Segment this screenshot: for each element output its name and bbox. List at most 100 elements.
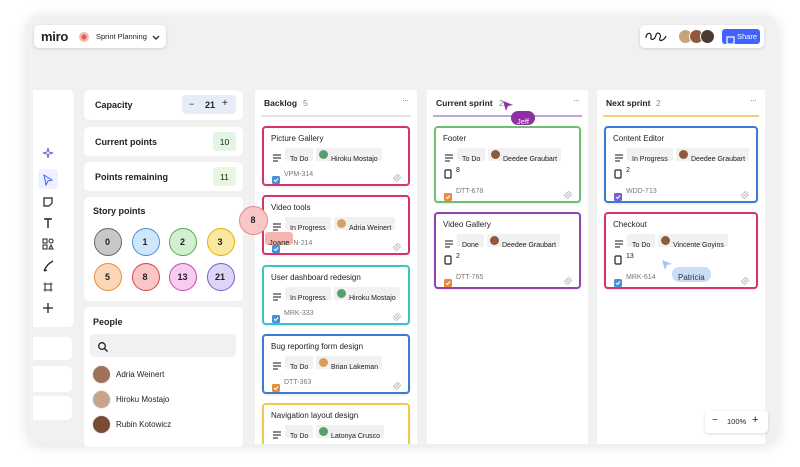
desc-icon — [444, 150, 454, 168]
icon-part — [43, 260, 54, 272]
status-pill: To Do — [285, 355, 314, 371]
icon-part — [392, 312, 402, 321]
cursor-name: Joane — [269, 238, 290, 247]
icon-part — [444, 193, 452, 201]
tool-icon[interactable] — [42, 237, 54, 255]
card[interactable]: Content Editor In Progress Deedee Graubart… — [604, 126, 758, 203]
column-menu[interactable]: ··· — [750, 95, 757, 105]
card[interactable]: User dashboard redesign In Progress Hiroku… — [262, 264, 410, 327]
tool-icon[interactable] — [42, 146, 54, 164]
status-pill: Done — [457, 234, 484, 249]
drag-icon — [392, 309, 402, 327]
ticket-icon — [614, 274, 622, 292]
card[interactable]: Video Gallery Done Deedee Graubart 2 DTT-765 — [434, 212, 581, 289]
metric-label: Points remaining — [95, 172, 169, 182]
card[interactable]: Navigation layout design To Do Latonya Cru… — [262, 403, 410, 444]
status-pill: To Do — [285, 148, 314, 163]
card[interactable]: Video tools In Progress Adria Weinert VPN-2… — [262, 195, 410, 258]
story-point[interactable]: 2 — [169, 228, 197, 256]
icon-part — [273, 223, 281, 231]
status-pill: In Progress — [627, 148, 673, 163]
assignee: Hiroku Mostajo — [349, 294, 396, 302]
metric-value: 11 — [220, 172, 229, 182]
capacity-plus[interactable]: + — [222, 98, 228, 109]
status: To Do — [290, 433, 309, 441]
search — [90, 334, 236, 357]
tool-icon[interactable] — [42, 301, 54, 319]
icon-part — [272, 314, 280, 323]
assignee-pill: Hiroku Mostajo — [334, 286, 400, 302]
drag-icon — [392, 378, 402, 396]
icon-part — [273, 223, 281, 231]
icon-part — [273, 316, 279, 321]
collab-bar: Share — [640, 25, 764, 48]
tool-icon[interactable] — [42, 280, 54, 298]
icon-part — [273, 178, 279, 183]
status: In Progress — [290, 294, 326, 302]
icon-part — [662, 260, 672, 270]
story-point-value: 8 — [142, 272, 148, 282]
icon-part — [273, 362, 281, 370]
icon-part — [42, 238, 54, 250]
tool-icon[interactable] — [42, 195, 54, 213]
card[interactable]: Footer To Do Deedee Graubart 8 DTT-678 — [434, 126, 581, 203]
ticket-icon — [272, 379, 280, 397]
capacity-minus[interactable]: − — [189, 99, 195, 109]
icon-part — [614, 279, 622, 287]
assignee: Adria Weinert — [349, 225, 392, 233]
dragged-point: 8 — [239, 206, 268, 235]
story-point[interactable]: 13 — [169, 263, 197, 291]
story-point[interactable]: 1 — [131, 228, 160, 256]
card-title: Checkout — [613, 220, 647, 229]
person-avatar — [92, 415, 111, 434]
zoom-out[interactable]: − — [712, 415, 718, 426]
icon-part — [44, 218, 52, 228]
icon-part — [392, 381, 402, 391]
story-point[interactable]: 21 — [206, 263, 235, 291]
search-icon — [97, 340, 109, 358]
icon-part — [272, 245, 280, 254]
cursor-label: Joane — [265, 232, 294, 247]
tool-icon[interactable] — [42, 259, 54, 277]
icon-part — [615, 154, 623, 162]
cursor-name: Patricia — [678, 273, 705, 282]
tool-icon[interactable] — [42, 216, 54, 234]
icon-part — [444, 169, 452, 179]
icon-part — [444, 255, 452, 265]
status: To Do — [290, 156, 309, 163]
icon-part — [615, 281, 621, 286]
capacity-value: 21 — [205, 100, 216, 110]
icon-part — [615, 240, 623, 248]
card[interactable]: Bug reporting form design To Do Brian Lake… — [262, 333, 410, 397]
ticket: DTT-363 — [284, 378, 312, 386]
points: 8 — [456, 167, 460, 174]
tool-icon[interactable] — [42, 173, 54, 191]
column-menu[interactable]: ··· — [573, 95, 580, 105]
zoom-in[interactable]: + — [752, 414, 759, 426]
story-point[interactable]: 3 — [206, 228, 235, 256]
share-button[interactable]: Share — [722, 29, 760, 45]
card[interactable]: Picture Gallery To Do Hiroku Mostajo VPM-31… — [262, 126, 410, 186]
story-point[interactable]: 8 — [131, 263, 160, 291]
icon-part — [272, 245, 280, 254]
logo: miro — [41, 29, 68, 44]
story-point[interactable]: 5 — [94, 263, 122, 291]
column-menu[interactable]: ··· — [402, 95, 409, 105]
ticket: DTT-765 — [456, 274, 484, 281]
card-title: Content Editor — [613, 134, 665, 143]
icon-part — [43, 173, 54, 187]
icon-part — [645, 32, 667, 42]
panel: Capacity −21 + — [84, 90, 243, 120]
assignee-avatar — [319, 427, 328, 437]
toolbar — [33, 90, 74, 327]
story-point-value: 1 — [142, 237, 148, 247]
cursor — [661, 258, 673, 276]
cursor-label: Patricia — [672, 267, 711, 282]
card-title: Picture Gallery — [271, 134, 324, 143]
ticket-icon — [272, 240, 280, 258]
icon-part — [614, 255, 622, 265]
assignee: Vincente Goyins — [673, 242, 724, 249]
icon-part — [645, 32, 667, 42]
icon-part — [740, 190, 750, 200]
story-point[interactable]: 0 — [94, 228, 122, 256]
